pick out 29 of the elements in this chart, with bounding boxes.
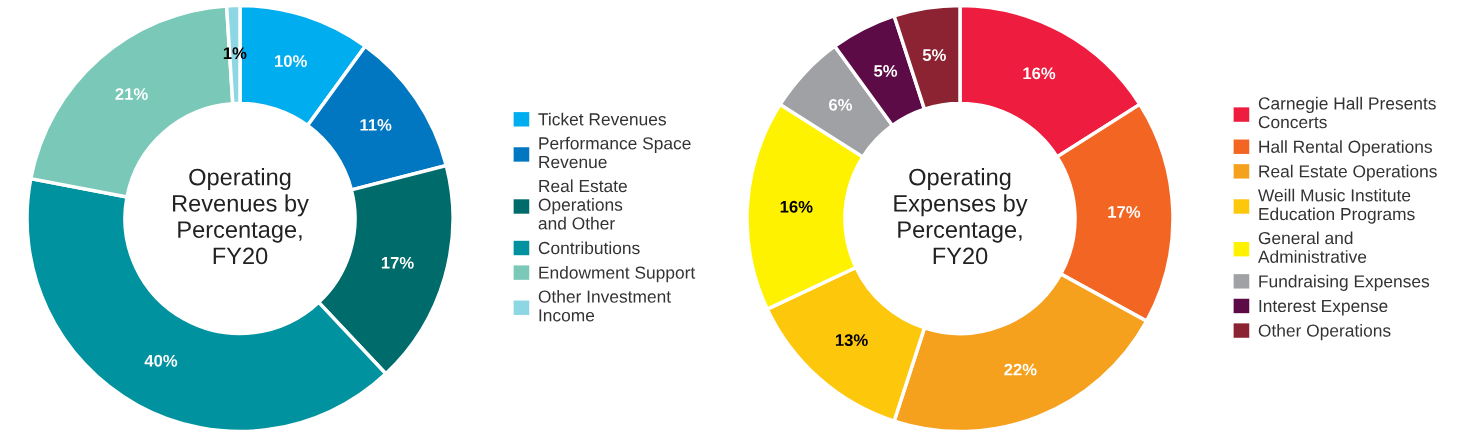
data-label: 21%: [115, 88, 148, 100]
legend-label: Performance Space Revenue: [539, 136, 691, 169]
text: Operating Expenses by Percentage, FY20: [894, 168, 1028, 265]
legend-label: General and Administrative: [1257, 231, 1367, 263]
legend-label: Contributions: [538, 241, 640, 255]
data-label: 13%: [835, 334, 868, 347]
legend-label: Other Operations: [1258, 323, 1391, 341]
data-label: 17%: [381, 256, 414, 269]
data-label: 16%: [1023, 67, 1056, 80]
data-label: 11%: [360, 119, 392, 131]
legend-label: Carnegie Hall Presents Concerts: [1258, 96, 1436, 129]
legend-label: Ticket Revenues: [538, 112, 666, 126]
legend-label: Real Estate Operations and Other: [538, 179, 627, 230]
data-label: 5%: [874, 65, 898, 77]
legend-label: Endowment Support: [539, 266, 696, 283]
text: Operating Revenues by Percentage, FY20: [173, 168, 309, 265]
data-label: 40%: [144, 354, 178, 367]
legend-label: Interest Expense: [1259, 300, 1388, 316]
data-label: 16%: [780, 200, 813, 213]
legend-label: Weill Music Institute Education Programs: [1258, 188, 1415, 224]
legend-label: Hall Rental Operations: [1259, 140, 1432, 157]
data-label: 17%: [1108, 206, 1141, 218]
legend-label: Real Estate Operations: [1259, 164, 1437, 181]
data-label: 22%: [1004, 363, 1037, 376]
legend-label: Other Investment Income: [538, 290, 671, 322]
legend-label: Fundraising Expenses: [1259, 274, 1430, 291]
data-label: 10%: [275, 55, 307, 67]
data-label: 6%: [829, 98, 853, 111]
data-label: 5%: [922, 49, 946, 61]
